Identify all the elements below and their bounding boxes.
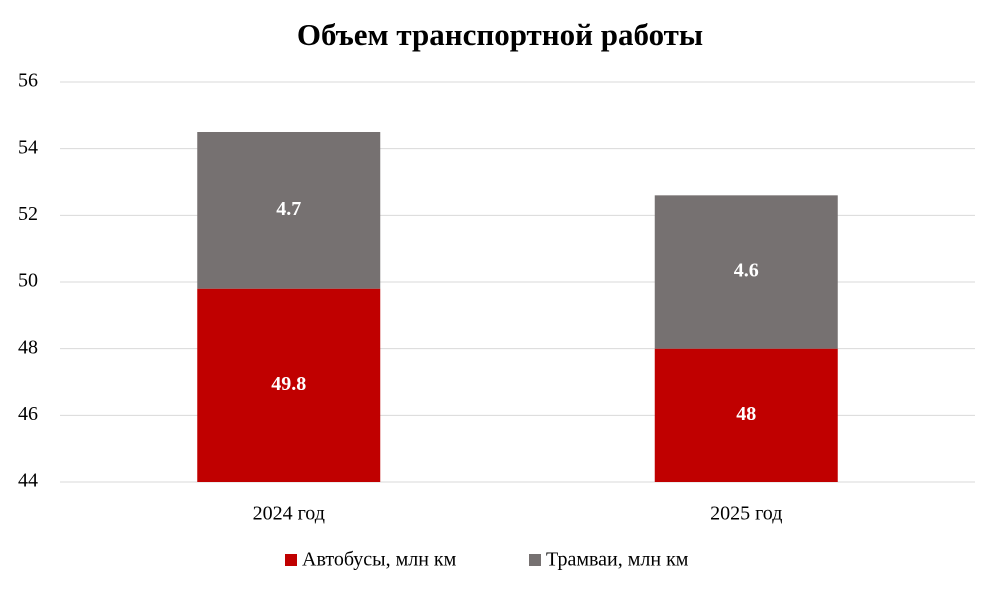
y-tick-label: 54: [18, 136, 38, 158]
bar-segment: [197, 132, 381, 289]
data-label: 4.6: [734, 260, 759, 282]
legend-swatch: [529, 554, 541, 566]
data-label: 4.7: [276, 198, 301, 220]
y-tick-label: 56: [18, 70, 38, 92]
bar-segment: [654, 348, 838, 482]
data-label: 49.8: [271, 373, 306, 395]
y-tick-label: 48: [18, 336, 38, 358]
x-tick-label: 2024 год: [253, 503, 325, 525]
y-tick-label: 44: [18, 470, 38, 492]
legend-swatch: [285, 554, 297, 566]
legend-label: Трамваи, млн км: [546, 549, 689, 571]
y-tick-label: 50: [18, 270, 38, 292]
bar-segment: [654, 195, 838, 349]
legend-label: Автобусы, млн км: [302, 549, 457, 571]
chart-title: Объем транспортной работы: [297, 17, 703, 52]
x-tick-label: 2025 год: [710, 503, 782, 525]
y-tick-label: 52: [18, 203, 38, 225]
bar-segment: [197, 288, 381, 482]
data-label: 48: [736, 403, 756, 425]
y-tick-label: 46: [18, 403, 38, 425]
